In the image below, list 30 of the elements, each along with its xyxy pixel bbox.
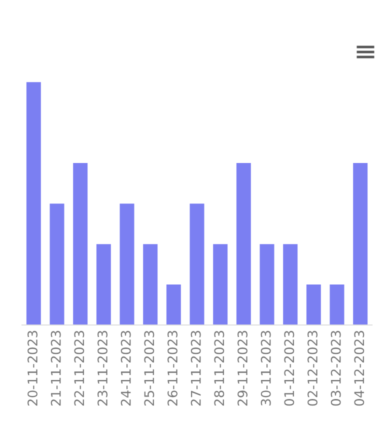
bar bbox=[353, 163, 368, 325]
bar bbox=[73, 163, 88, 325]
bar bbox=[166, 284, 181, 325]
x-tick-label: 01-12-2023 bbox=[284, 330, 294, 406]
x-tick-label: 22-11-2023 bbox=[74, 330, 84, 406]
bar bbox=[96, 244, 111, 325]
bar bbox=[236, 163, 251, 325]
bar bbox=[120, 204, 134, 325]
x-tick-label: 29-11-2023 bbox=[238, 330, 248, 406]
x-tick-label: 04-12-2023 bbox=[354, 330, 364, 406]
bar bbox=[306, 284, 321, 325]
x-tick-label: 27-11-2023 bbox=[190, 330, 201, 406]
bar bbox=[26, 82, 41, 325]
bar bbox=[213, 244, 228, 325]
x-tick-label: 23-11-2023 bbox=[98, 330, 108, 406]
bar bbox=[190, 204, 204, 325]
x-tick-label: 25-11-2023 bbox=[144, 330, 154, 406]
x-tick-label: 02-12-2023 bbox=[308, 330, 318, 406]
x-tick-label: 21-11-2023 bbox=[50, 330, 61, 406]
x-tick-label: 03-12-2023 bbox=[330, 330, 341, 406]
bar bbox=[330, 284, 344, 325]
x-tick-label: 30-11-2023 bbox=[260, 330, 271, 406]
x-tick-label: 24-11-2023 bbox=[120, 330, 131, 406]
bar bbox=[283, 244, 298, 325]
x-tick-label: 28-11-2023 bbox=[214, 330, 224, 406]
bar bbox=[260, 244, 274, 325]
x-tick-label: 20-11-2023 bbox=[28, 330, 38, 406]
bar bbox=[143, 244, 158, 325]
bar bbox=[50, 204, 64, 325]
x-tick-label: 26-11-2023 bbox=[168, 330, 178, 406]
